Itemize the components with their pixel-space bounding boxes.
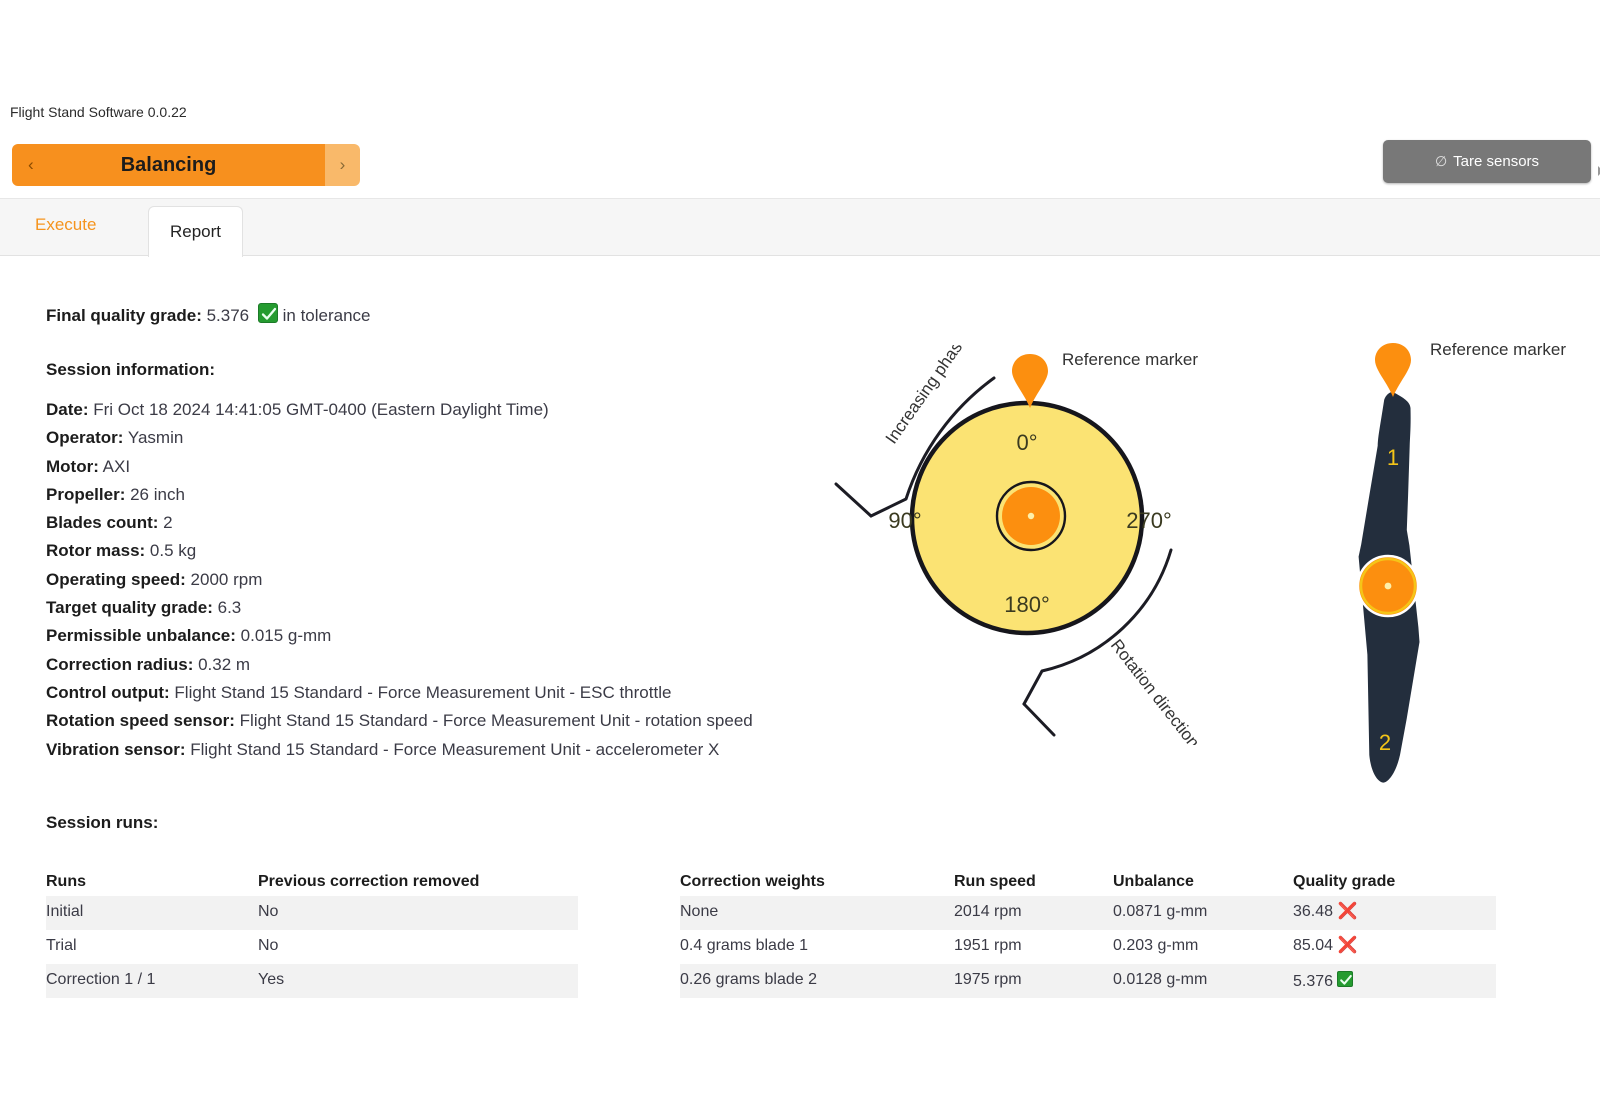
svg-text:0°: 0° bbox=[1016, 430, 1037, 455]
svg-text:Rotation direction: Rotation direction bbox=[1107, 636, 1203, 745]
svg-text:1: 1 bbox=[1387, 445, 1399, 470]
svg-text:Reference marker: Reference marker bbox=[1430, 340, 1566, 359]
svg-text:2: 2 bbox=[1379, 730, 1391, 755]
svg-text:270°: 270° bbox=[1126, 508, 1172, 533]
svg-text:180°: 180° bbox=[1004, 592, 1050, 617]
svg-text:Reference marker: Reference marker bbox=[1062, 350, 1198, 369]
svg-text:90°: 90° bbox=[888, 508, 921, 533]
